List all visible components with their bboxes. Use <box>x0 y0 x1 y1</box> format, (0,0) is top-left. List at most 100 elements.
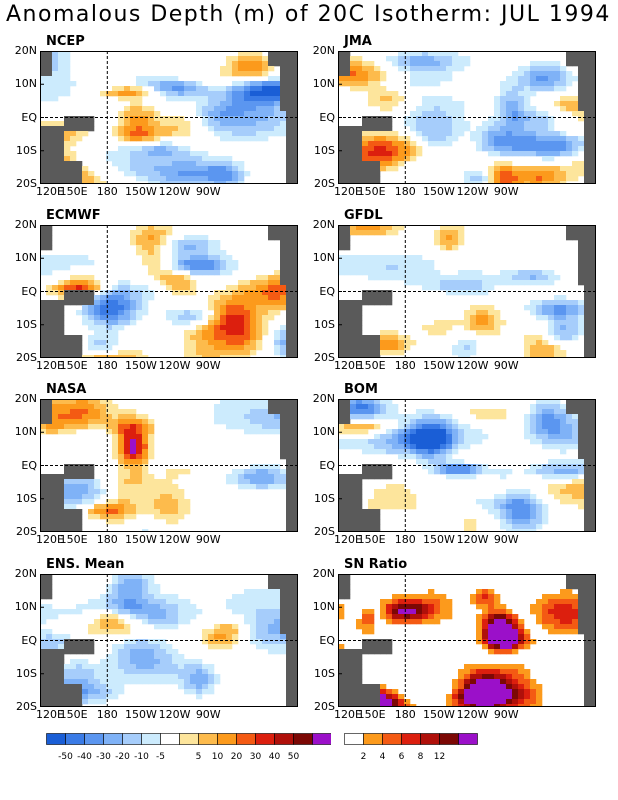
lat-label: 10S <box>314 491 335 505</box>
field-cell <box>88 340 95 346</box>
field-cell <box>476 320 483 326</box>
field-cell <box>208 126 215 132</box>
field-cell <box>160 275 167 281</box>
field-cell <box>482 669 489 675</box>
field-cell <box>262 604 269 610</box>
field-cell <box>440 136 447 142</box>
field-cell <box>184 181 191 184</box>
field-cell <box>106 509 113 515</box>
field-cell <box>130 86 137 92</box>
field-cell <box>100 300 107 306</box>
field-cell <box>512 176 519 182</box>
field-cell <box>542 474 549 480</box>
field-cell <box>232 345 239 351</box>
field-cell <box>46 529 53 532</box>
field-cell <box>566 166 573 172</box>
field-cell <box>344 584 351 590</box>
field-cell <box>58 56 65 62</box>
field-cell <box>172 489 179 495</box>
field-cell <box>548 469 555 475</box>
field-cell <box>124 315 131 321</box>
field-cell <box>428 604 435 610</box>
field-cell <box>566 51 573 57</box>
field-cell <box>262 121 269 127</box>
field-cell <box>232 136 239 142</box>
field-cell <box>70 275 77 281</box>
field-cell <box>256 81 263 87</box>
field-cell <box>220 260 227 266</box>
field-cell <box>292 599 298 605</box>
field-cell <box>452 121 459 127</box>
field-cell <box>136 644 143 650</box>
field-cell <box>250 86 257 92</box>
field-cell <box>70 156 77 162</box>
field-cell <box>374 439 381 445</box>
lat-label: 10S <box>16 491 37 505</box>
field-cell <box>584 419 591 425</box>
field-cell <box>356 529 363 532</box>
field-cell <box>220 270 227 276</box>
field-cell <box>518 494 525 500</box>
field-cell <box>452 439 459 445</box>
field-cell <box>292 315 298 321</box>
field-cell <box>256 340 263 346</box>
field-cell <box>362 345 369 351</box>
field-cell <box>100 399 107 405</box>
field-cell <box>452 679 459 685</box>
field-cell <box>338 399 345 405</box>
field-cell <box>178 131 185 137</box>
field-cell <box>548 484 555 490</box>
field-cell <box>380 444 387 450</box>
field-cell <box>506 619 513 625</box>
map-plot <box>40 399 298 532</box>
field-cell <box>118 514 125 520</box>
field-cell <box>268 280 275 286</box>
field-cell <box>584 265 591 271</box>
field-cell <box>548 325 555 331</box>
field-cell <box>590 649 596 655</box>
field-cell <box>590 454 596 460</box>
field-cell <box>142 166 149 172</box>
field-cell <box>416 131 423 137</box>
field-cell <box>136 594 143 600</box>
field-cell <box>286 469 293 475</box>
field-cell <box>482 604 489 610</box>
field-cell <box>286 116 293 122</box>
field-cell <box>118 320 125 326</box>
field-cell <box>350 474 357 480</box>
field-cell <box>578 66 585 72</box>
field-cell <box>244 619 251 625</box>
field-cell <box>338 439 345 445</box>
field-cell <box>392 146 399 152</box>
field-cell <box>286 659 293 665</box>
field-cell <box>106 659 113 665</box>
field-cell <box>590 305 596 311</box>
field-cell <box>428 409 435 415</box>
field-cell <box>226 126 233 132</box>
field-cell <box>208 330 215 336</box>
field-cell <box>506 614 513 620</box>
field-cell <box>584 161 591 167</box>
field-cell <box>362 474 369 480</box>
field-cell <box>392 489 399 495</box>
field-cell <box>262 71 269 77</box>
field-cell <box>560 464 567 470</box>
field-cell <box>58 669 65 675</box>
field-cell <box>338 320 345 326</box>
field-cell <box>512 519 519 525</box>
field-cell <box>440 116 447 122</box>
field-cell <box>494 171 501 177</box>
field-cell <box>500 96 507 102</box>
field-cell <box>368 609 375 615</box>
field-cell <box>464 519 471 525</box>
field-cell <box>500 166 507 172</box>
field-cell <box>338 684 345 690</box>
field-cell <box>506 649 513 655</box>
field-cell <box>124 280 131 286</box>
field-cell <box>154 151 161 157</box>
field-cell <box>76 116 83 122</box>
field-cell <box>64 255 71 261</box>
field-cell <box>452 474 459 480</box>
field-cell <box>40 594 47 600</box>
field-cell <box>40 689 47 695</box>
